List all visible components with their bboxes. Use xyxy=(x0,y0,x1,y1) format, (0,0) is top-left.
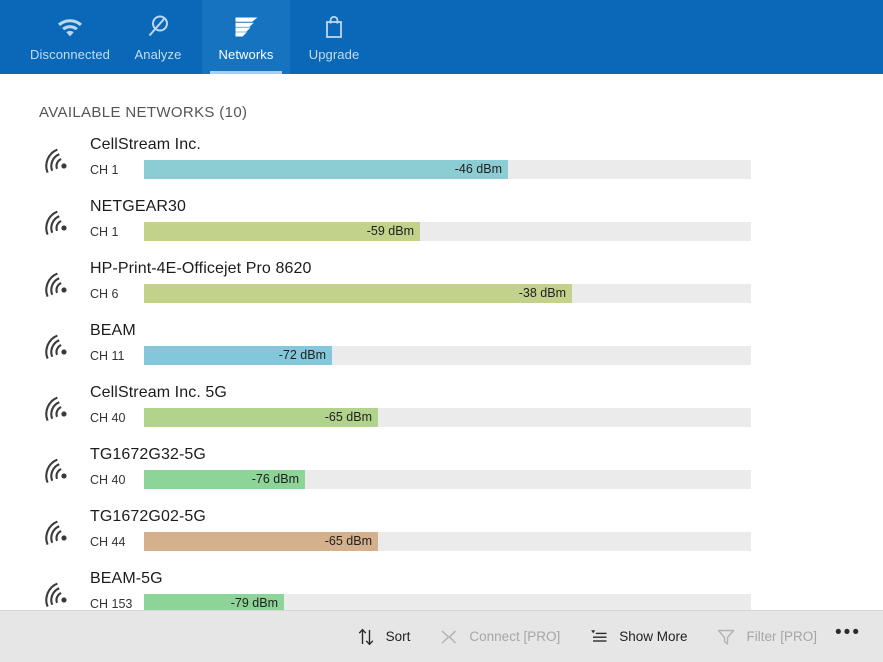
signal-strength-fill xyxy=(144,532,378,551)
network-row[interactable]: TG1672G02-5G CH 44 -65 dBm xyxy=(0,504,883,566)
signal-strength-fill xyxy=(144,284,572,303)
signal-strength-track: -72 dBm xyxy=(144,346,751,365)
network-ssid: CellStream Inc. 5G xyxy=(90,384,227,401)
signal-strength-value: -38 dBm xyxy=(518,286,566,300)
signal-strength-fill xyxy=(144,408,378,427)
wifi-signal-icon xyxy=(42,514,76,548)
wifi-signal-icon xyxy=(42,390,76,424)
signal-strength-value: -46 dBm xyxy=(454,162,502,176)
network-channel: CH 153 xyxy=(90,597,133,610)
network-row[interactable]: CellStream Inc. CH 1 -46 dBm xyxy=(0,132,883,194)
network-ssid: BEAM-5G xyxy=(90,570,163,587)
shopping-bag-icon xyxy=(322,12,346,42)
show-more-button-label: Show More xyxy=(619,629,688,644)
wifi-signal-icon xyxy=(42,266,76,300)
signal-strength-track: -46 dBm xyxy=(144,160,751,179)
filter-button-label: Filter [PRO] xyxy=(746,629,817,644)
signal-strength-track: -59 dBm xyxy=(144,222,751,241)
tab-networks-label: Networks xyxy=(218,47,274,62)
wifi-signal-icon xyxy=(42,576,76,610)
network-channel: CH 40 xyxy=(90,473,126,487)
signal-strength-value: -79 dBm xyxy=(230,596,278,610)
network-ssid: CellStream Inc. xyxy=(90,136,201,153)
signal-strength-fill xyxy=(144,222,420,241)
network-row[interactable]: NETGEAR30 CH 1 -59 dBm xyxy=(0,194,883,256)
top-navigation-bar: Disconnected Analyze Networks xyxy=(0,0,883,74)
network-ssid: NETGEAR30 xyxy=(90,198,187,215)
signal-strength-track: -38 dBm xyxy=(144,284,751,303)
signal-strength-value: -65 dBm xyxy=(324,534,372,548)
network-row[interactable]: HP-Print-4E-Officejet Pro 8620 CH 6 -38 dB… xyxy=(0,256,883,318)
signal-strength-fill xyxy=(144,160,508,179)
bottom-command-bar: Sort Connect [PRO] Show More xyxy=(0,610,883,662)
network-ssid: BEAM xyxy=(90,322,136,339)
tab-upgrade[interactable]: Upgrade xyxy=(290,0,378,74)
connect-button[interactable]: Connect [PRO] xyxy=(424,611,574,662)
network-row[interactable]: CellStream Inc. 5G CH 40 -65 dBm xyxy=(0,380,883,442)
tab-upgrade-label: Upgrade xyxy=(308,47,360,62)
show-more-button[interactable]: Show More xyxy=(574,611,701,662)
overflow-menu-button[interactable]: ••• xyxy=(835,621,861,643)
signal-strength-value: -65 dBm xyxy=(324,410,372,424)
filter-funnel-icon xyxy=(715,626,737,648)
signal-strength-fill xyxy=(144,594,284,610)
network-channel: CH 6 xyxy=(90,287,119,301)
network-row[interactable]: TG1672G32-5G CH 40 -76 dBm xyxy=(0,442,883,504)
network-list[interactable]: CellStream Inc. CH 1 -46 dBm NETGEAR30 CH 1 -… xyxy=(0,132,883,610)
signal-strength-value: -76 dBm xyxy=(251,472,299,486)
tab-analyze-label: Analyze xyxy=(134,47,182,62)
networks-content-area: AVAILABLE NETWORKS (10) CellStream Inc. C… xyxy=(0,74,883,610)
network-channel: CH 40 xyxy=(90,411,126,425)
connect-icon xyxy=(438,626,460,648)
signal-strength-track: -65 dBm xyxy=(144,532,751,551)
signal-strength-fill xyxy=(144,470,305,489)
wifi-signal-icon xyxy=(42,328,76,362)
wifi-signal-icon xyxy=(42,452,76,486)
wifi-signal-icon xyxy=(42,142,76,176)
network-ssid: TG1672G32-5G xyxy=(90,446,206,463)
signal-strength-track: -79 dBm xyxy=(144,594,751,610)
filter-button[interactable]: Filter [PRO] xyxy=(701,611,831,662)
tab-disconnected-label: Disconnected xyxy=(30,47,110,62)
show-more-icon xyxy=(588,626,610,648)
network-channel: CH 1 xyxy=(90,225,119,239)
signal-strength-track: -76 dBm xyxy=(144,470,751,489)
tab-disconnected[interactable]: Disconnected xyxy=(26,0,114,74)
network-channel: CH 44 xyxy=(90,535,126,549)
sort-button-label: Sort xyxy=(385,629,411,644)
signal-strength-value: -59 dBm xyxy=(366,224,414,238)
network-row[interactable]: BEAM CH 11 -72 dBm xyxy=(0,318,883,380)
sort-button[interactable]: Sort xyxy=(341,611,425,662)
tab-analyze[interactable]: Analyze xyxy=(114,0,202,74)
wifi-signal-icon xyxy=(42,204,76,238)
networks-bars-icon xyxy=(232,12,260,42)
signal-strength-fill xyxy=(144,346,332,365)
network-ssid: HP-Print-4E-Officejet Pro 8620 xyxy=(90,260,312,277)
network-ssid: TG1672G02-5G xyxy=(90,508,206,525)
connect-button-label: Connect [PRO] xyxy=(469,629,561,644)
available-networks-heading: AVAILABLE NETWORKS (10) xyxy=(39,104,248,121)
network-channel: CH 1 xyxy=(90,163,119,177)
tab-networks[interactable]: Networks xyxy=(202,0,290,74)
magnifier-icon xyxy=(145,12,171,42)
signal-strength-value: -72 dBm xyxy=(278,348,326,362)
signal-strength-track: -65 dBm xyxy=(144,408,751,427)
network-channel: CH 11 xyxy=(90,349,125,363)
wifi-icon xyxy=(56,12,84,42)
network-row[interactable]: BEAM-5G CH 153 -79 dBm xyxy=(0,566,883,610)
sort-arrows-icon xyxy=(355,626,377,648)
